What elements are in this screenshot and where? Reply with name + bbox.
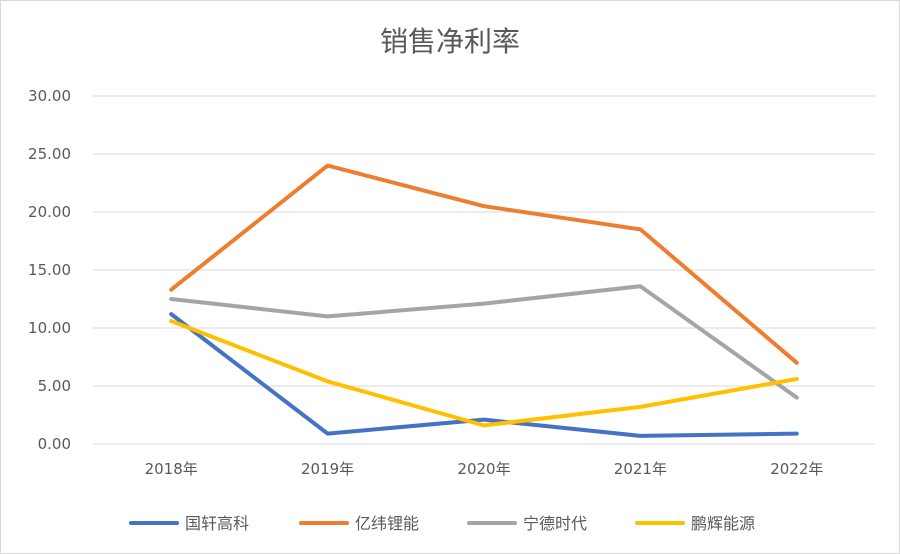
legend-label: 亿纬锂能 [355,514,419,533]
y-tick-label: 25.00 [28,145,71,163]
series-line-3 [169,319,799,428]
y-tick-label: 0.00 [38,435,71,453]
x-tick-label: 2018年 [145,460,198,478]
series-line-1 [169,163,799,365]
series-line-2 [169,284,799,400]
legend: 国轩高科 亿纬锂能 宁德时代 鹏辉能源 [129,514,755,533]
legend-label: 宁德时代 [523,514,587,533]
series-line-0 [169,312,799,438]
y-tick-label: 5.00 [38,377,71,395]
x-tick-label: 2022年 [770,460,823,478]
x-tick-label: 2021年 [614,460,667,478]
y-tick-label: 20.00 [28,203,71,221]
y-tick-label: 30.00 [28,87,71,105]
legend-label: 鹏辉能源 [691,514,755,533]
legend-label: 国轩高科 [185,514,249,533]
x-tick-label: 2019年 [301,460,354,478]
chart-title: 销售净利率 [380,25,520,58]
y-axis-ticks: 0.00 5.00 10.00 15.00 20.00 25.00 30.00 [28,87,71,453]
x-axis-ticks: 2018年 2019年 2020年 2021年 2022年 [145,460,824,478]
y-tick-label: 15.00 [28,261,71,279]
grid-lines [93,95,875,445]
series-lines [169,163,799,438]
y-tick-label: 10.00 [28,319,71,337]
x-tick-label: 2020年 [457,460,510,478]
